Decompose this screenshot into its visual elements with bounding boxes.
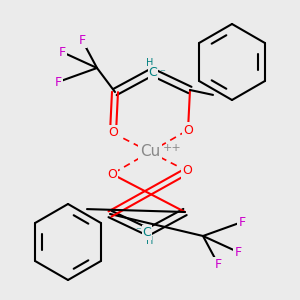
Text: F: F: [214, 257, 222, 271]
Text: Cu: Cu: [140, 145, 160, 160]
Text: H: H: [146, 58, 154, 68]
Text: F: F: [238, 215, 246, 229]
Text: ⁻: ⁻: [159, 68, 165, 78]
Text: C: C: [148, 65, 158, 79]
Text: F: F: [78, 34, 85, 46]
Text: O: O: [108, 127, 118, 140]
Text: F: F: [54, 76, 61, 88]
Text: F: F: [58, 46, 66, 59]
Text: C: C: [142, 226, 152, 238]
Text: O: O: [183, 124, 193, 136]
Text: H: H: [146, 236, 154, 246]
Text: O: O: [107, 167, 117, 181]
Text: ⁻: ⁻: [135, 226, 141, 236]
Text: ++: ++: [163, 143, 182, 153]
Text: O: O: [182, 164, 192, 178]
Text: F: F: [234, 245, 242, 259]
